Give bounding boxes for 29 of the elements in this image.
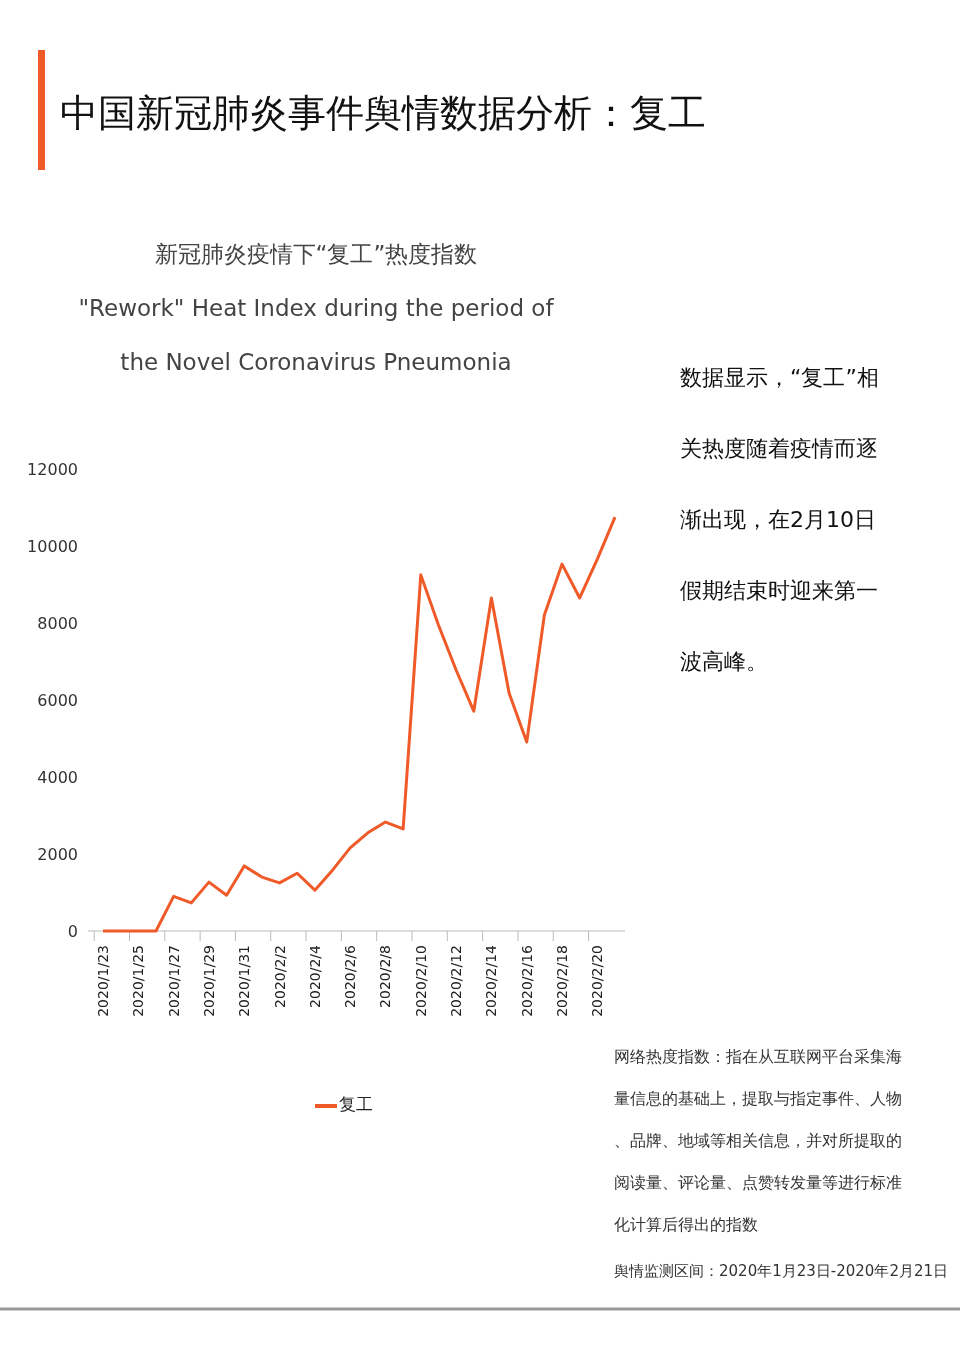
- x-tick-label: 2020/2/20: [589, 945, 606, 1017]
- y-tick-label: 6000: [37, 691, 78, 710]
- x-tick-label: 2020/1/25: [130, 945, 147, 1017]
- x-tick-label: 2020/2/18: [554, 945, 571, 1017]
- x-tick-label: 2020/2/12: [448, 945, 465, 1017]
- x-tick-label: 2020/2/6: [342, 944, 359, 1008]
- y-tick-label: 10000: [27, 537, 78, 556]
- chart-title: 中国新冠肺炎事件舆情数据分析：复工: [60, 91, 706, 135]
- y-tick-label: 2000: [37, 845, 78, 864]
- y-tick-label: 12000: [27, 460, 78, 479]
- y-tick-label: 0: [67, 922, 78, 941]
- text: 新冠肺炎疫情下“复工”热度指数 "Rework" Heat Index during the period of the Novel Coronavirus Pneumonia: [78, 241, 554, 375]
- y-tick-label: 8000: [37, 614, 78, 633]
- line-series: [101, 515, 617, 933]
- x-tick-label: 2020/1/27: [165, 945, 182, 1017]
- x-tick-label: 2020/2/10: [412, 945, 429, 1017]
- y-tick-label: 4000: [37, 768, 78, 787]
- x-tick-label: 2020/2/4: [306, 944, 323, 1008]
- x-tick-label: 2020/2/8: [377, 945, 394, 1008]
- text: 舆情监测区间：2020年1月23日-2020年2月21日: [614, 1262, 949, 1280]
- x-tick-label: 2020/2/16: [518, 944, 535, 1017]
- x-tick-label: 2020/2/2: [271, 945, 288, 1008]
- text: 网络热度指数：指在从互联网平台采集海量信息的基础上，提取与指定事件、人物、品牌、地域等相关信息，并对所提取的阅读量、评论量、点赞转发量等进行标准化计算后得出的指数: [614, 1047, 902, 1234]
- text: 数据显示，“复工”相关热度随着疫情而逐渐出现，在2月10日假期结束时迎来第一波高峰。: [680, 365, 879, 674]
- x-tick-label: 2020/1/23: [95, 945, 111, 1017]
- x-tick-label: 2020/1/29: [200, 945, 217, 1017]
- x-tick-label: 2020/1/31: [236, 945, 253, 1017]
- legend-label: 复工: [339, 1094, 373, 1114]
- x-tick-label: 2020/2/14: [483, 944, 500, 1017]
